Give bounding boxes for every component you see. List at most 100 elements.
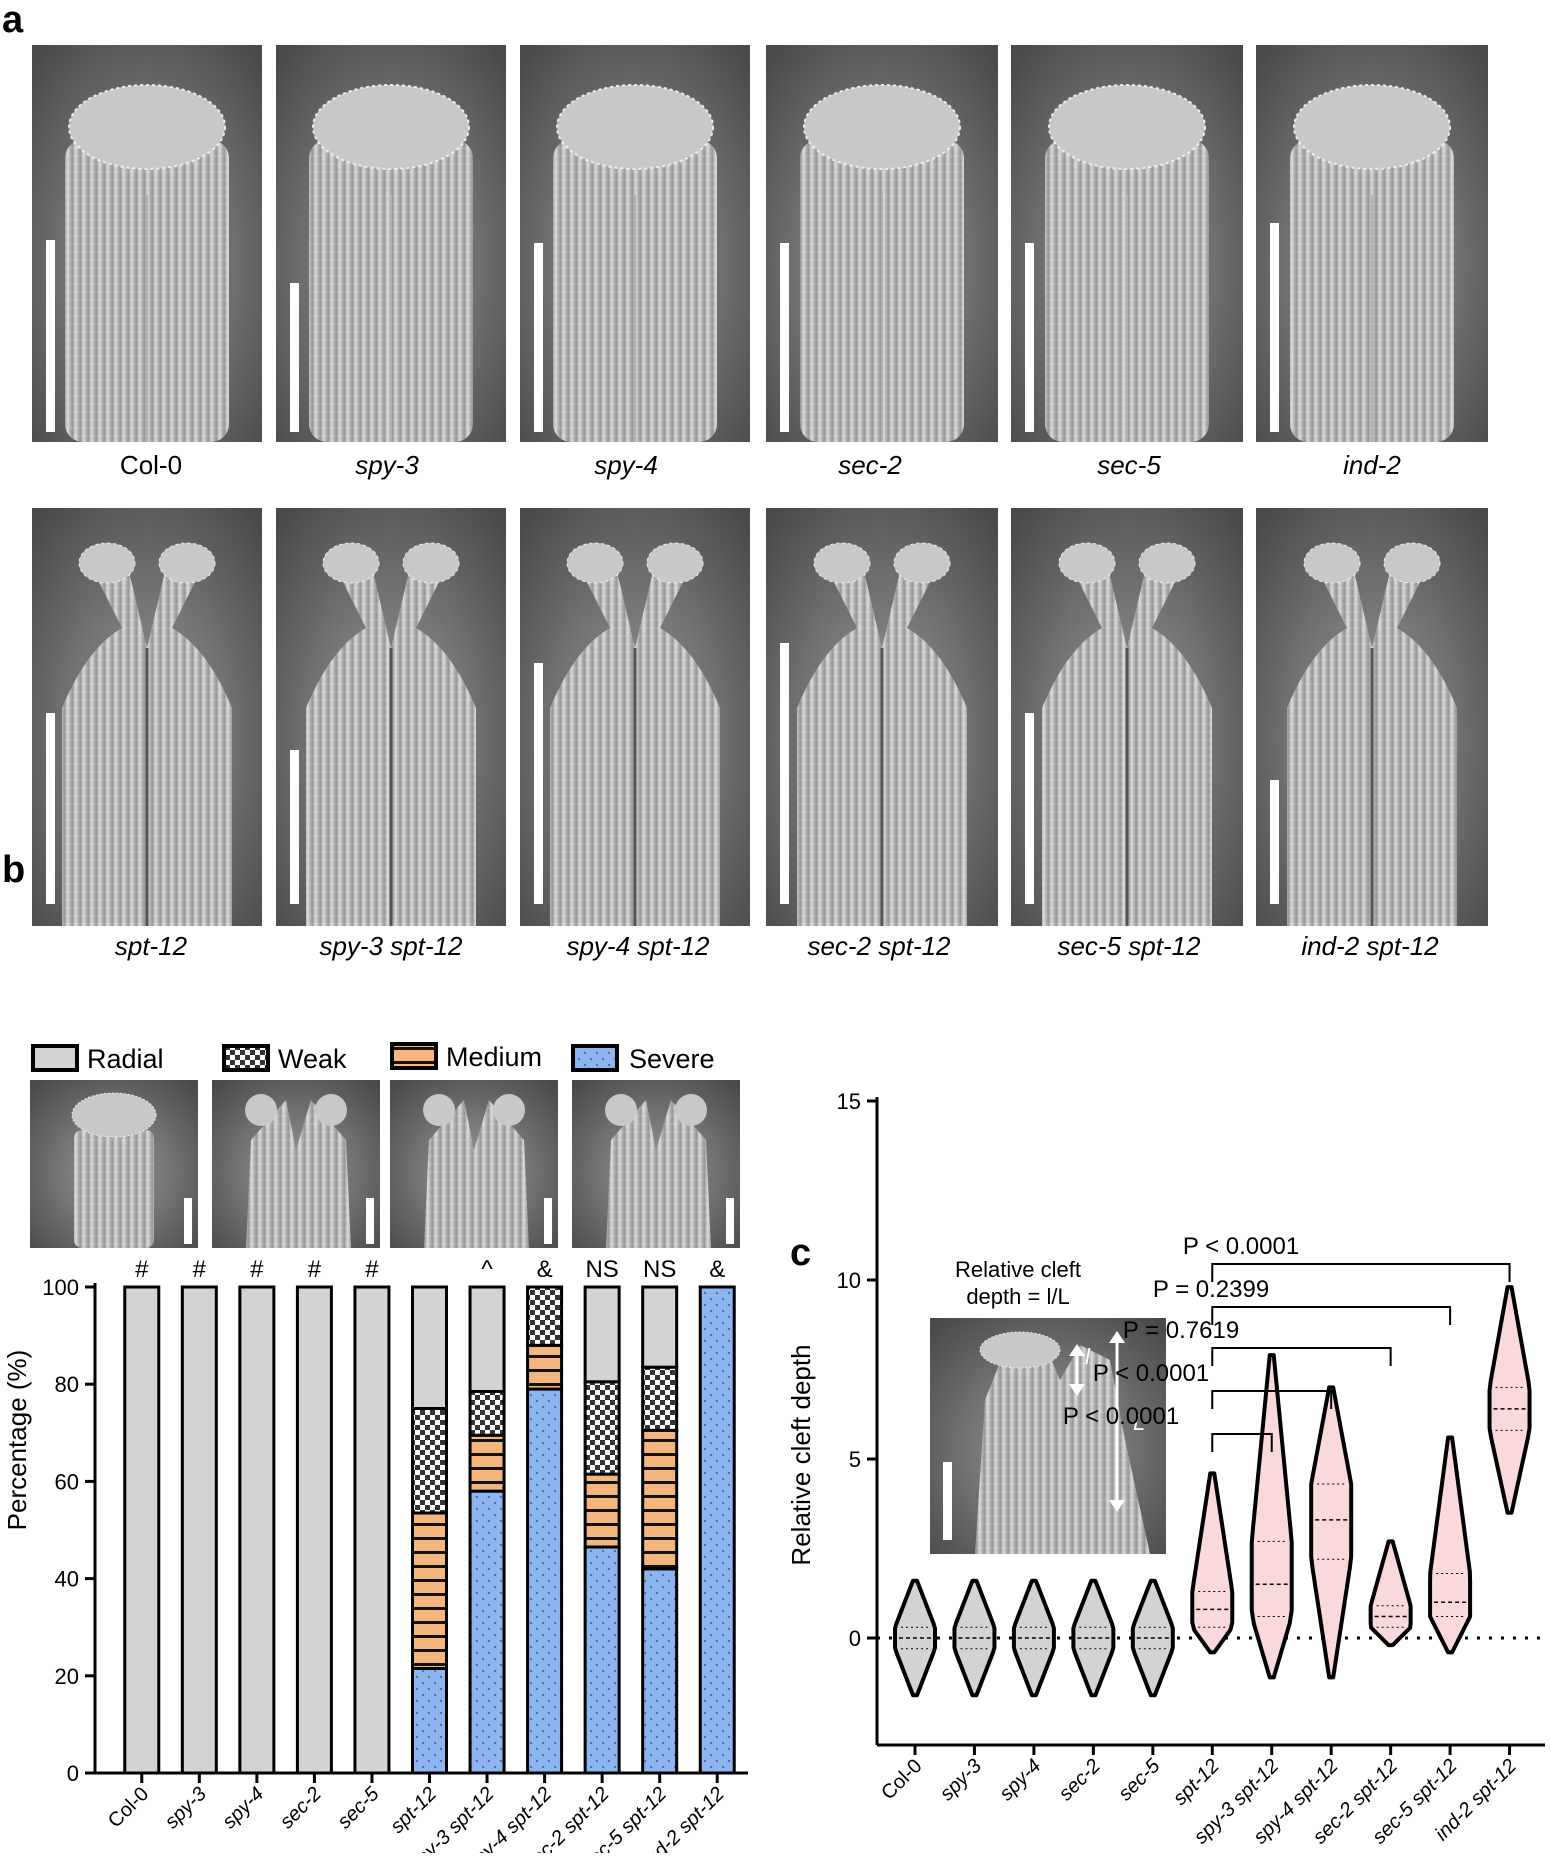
thumbnail-stigma-right xyxy=(315,1094,347,1126)
bar-annotation: NS xyxy=(643,1256,676,1283)
micrograph-r1-0 xyxy=(32,45,262,442)
stigma-right xyxy=(893,542,951,584)
inset-text-line1: Relative cleft xyxy=(955,1257,1081,1282)
bar-y-tick-label: 80 xyxy=(55,1372,79,1397)
violin-y-tick-label: 0 xyxy=(849,1626,861,1651)
violin-shape xyxy=(1249,1353,1294,1680)
bar-annotation: NS xyxy=(585,1256,618,1283)
label-ind2: ind-2 xyxy=(1343,450,1401,480)
bar-ylabel: Percentage (%) xyxy=(2,1350,32,1531)
scale-bar xyxy=(1025,713,1034,904)
violin-y-tick-label: 10 xyxy=(837,1268,861,1293)
bar-annotation: & xyxy=(709,1256,725,1283)
comparison-label: P = 0.2399 xyxy=(1153,1276,1269,1303)
micrograph-r1-5 xyxy=(1256,45,1488,442)
bar-x-tick-label: spy-4 xyxy=(218,1783,268,1833)
bar-segment-medium xyxy=(468,1433,506,1493)
bar-segment-weak xyxy=(411,1407,448,1515)
comparison-label: P < 0.0001 xyxy=(1183,1233,1299,1260)
bar-annotation: # xyxy=(135,1256,149,1283)
scale-bar xyxy=(534,663,543,904)
comparison-bracket xyxy=(1211,1347,1392,1366)
inset-stigma xyxy=(979,1331,1061,1369)
scale-bar xyxy=(780,243,789,432)
legend-swatch-weak xyxy=(222,1044,270,1072)
bar-segment-radial xyxy=(238,1285,276,1775)
inset-body xyxy=(975,1345,1150,1554)
panel-a-row2-labels: spt-12 spy-3 spt-12 spy-4 spt-12 sec-2 s… xyxy=(115,931,1439,961)
label-sec2: sec-2 xyxy=(838,450,902,480)
inset-scale-bar xyxy=(943,1462,952,1540)
legend-label-medium: Medium xyxy=(446,1042,542,1072)
violin-x-tick-label: spt-12 xyxy=(1169,1755,1224,1810)
legend-swatch-severe xyxy=(571,1044,619,1072)
bar-x-tick-label: sec-2 xyxy=(276,1783,326,1833)
violin-x-tick-label: spy-3 xyxy=(936,1755,986,1805)
bar-annotation: # xyxy=(250,1256,264,1283)
bar-x-tick-label: sec-5 xyxy=(333,1782,384,1833)
panel-a-micrographs xyxy=(32,45,1488,926)
label-col0: Col-0 xyxy=(120,450,182,480)
label-sec2-spt12: sec-2 spt-12 xyxy=(807,931,951,961)
bar-annotation: # xyxy=(365,1256,379,1283)
legend-swatch-radial xyxy=(31,1044,79,1072)
bar-annotation: # xyxy=(193,1256,207,1283)
violin-shape xyxy=(1190,1471,1235,1655)
thumbnail-stigma-right xyxy=(675,1094,707,1126)
micrograph-r1-3 xyxy=(766,45,998,442)
stigma-papillae xyxy=(312,84,470,170)
panel-b-thumbnails xyxy=(30,1080,740,1248)
violin-x-tick-label: Col-0 xyxy=(877,1755,926,1804)
scale-bar xyxy=(46,713,55,904)
legend-label-radial: Radial xyxy=(87,1044,164,1074)
violin-y-tick-label: 5 xyxy=(849,1447,861,1472)
violin-chart: Relative cleft depth Relative cleft dept… xyxy=(786,1089,1545,1848)
bar-segment-severe xyxy=(468,1489,506,1775)
bar-segment-medium xyxy=(526,1343,564,1391)
violin-x-tick-label: sec-2 xyxy=(1055,1755,1105,1805)
panel-letter-b: b xyxy=(2,849,25,891)
inset-text-line2: depth = l/L xyxy=(966,1284,1069,1309)
bar-segment-medium xyxy=(411,1511,448,1671)
arrow-l-heads xyxy=(1069,1344,1085,1396)
thumbnail-scale-bar xyxy=(366,1198,374,1244)
bar-y-tick-label: 0 xyxy=(67,1761,79,1786)
stigma-right xyxy=(646,542,704,584)
bar-segment-radial xyxy=(583,1285,621,1384)
label-sec5: sec-5 xyxy=(1097,450,1161,480)
thumbnail-scale-bar xyxy=(544,1198,552,1244)
thumbnail-1 xyxy=(212,1080,380,1248)
violin-ylabel: Relative cleft depth xyxy=(786,1344,816,1565)
bar-segment-medium xyxy=(583,1472,621,1549)
thumbnail-stigma-right xyxy=(493,1094,525,1126)
bar-segment-weak xyxy=(641,1365,679,1432)
violin-shape xyxy=(1487,1285,1532,1515)
bar-segment-severe xyxy=(526,1387,564,1775)
bar-x-tick-label: spt-12 xyxy=(386,1783,441,1838)
stigma-papillae xyxy=(68,84,226,170)
legend-label-severe: Severe xyxy=(629,1044,715,1074)
scale-bar xyxy=(1025,243,1034,432)
inset-micrograph: lL xyxy=(930,1318,1166,1554)
panel-letter-a: a xyxy=(2,0,24,41)
legend-swatch-medium xyxy=(390,1042,438,1070)
comparison-bracket xyxy=(1211,1433,1273,1452)
comparison-bracket xyxy=(1211,1306,1452,1325)
micrograph-r2-1 xyxy=(276,508,506,926)
panel-b-legend: Radial Weak Medium Severe xyxy=(31,1042,715,1074)
micrograph-r1-1 xyxy=(276,45,506,442)
micrograph-r1-4 xyxy=(1011,45,1243,442)
violin-x-tick-label: spy-4 xyxy=(995,1755,1045,1805)
bar-y-tick-label: 60 xyxy=(55,1469,79,1494)
violin-shape xyxy=(1368,1539,1413,1648)
bar-segment-medium xyxy=(641,1428,679,1571)
scale-bar xyxy=(1270,223,1279,432)
scale-bar xyxy=(534,243,543,432)
stigma-left xyxy=(566,542,624,584)
thumbnail-body xyxy=(424,1100,529,1248)
inset-label-l: l xyxy=(1085,1344,1091,1369)
comparison-bracket xyxy=(1211,1263,1511,1282)
label-spt12: spt-12 xyxy=(115,931,188,961)
violin-shape xyxy=(1309,1385,1354,1680)
